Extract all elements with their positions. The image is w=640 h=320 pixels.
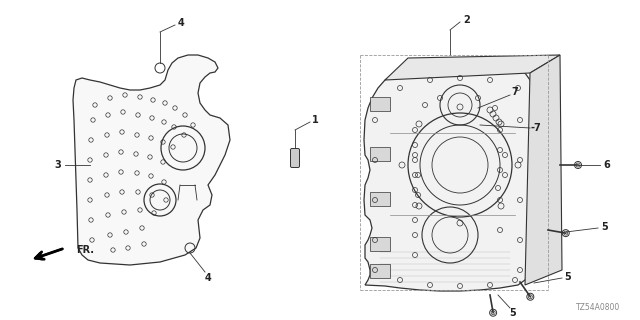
Text: 1: 1	[312, 115, 318, 125]
Bar	[370, 264, 390, 278]
Text: 6: 6	[604, 160, 611, 170]
Text: 5: 5	[564, 272, 572, 282]
Polygon shape	[364, 62, 537, 291]
Polygon shape	[385, 55, 560, 80]
Text: TZ54A0800: TZ54A0800	[576, 303, 620, 312]
Polygon shape	[525, 55, 562, 285]
Text: 2: 2	[463, 15, 470, 25]
Text: 4: 4	[178, 18, 184, 28]
Bar	[370, 97, 390, 111]
Bar	[370, 147, 390, 161]
Bar	[370, 237, 390, 251]
Text: 4: 4	[205, 273, 211, 283]
Text: 7: 7	[511, 87, 518, 97]
FancyBboxPatch shape	[291, 148, 300, 167]
Text: 5: 5	[602, 222, 609, 232]
Polygon shape	[73, 55, 230, 265]
Bar	[370, 192, 390, 206]
Text: FR.: FR.	[76, 245, 94, 255]
Text: -7: -7	[531, 123, 541, 133]
Text: 3: 3	[54, 160, 61, 170]
Text: 5: 5	[509, 308, 516, 318]
